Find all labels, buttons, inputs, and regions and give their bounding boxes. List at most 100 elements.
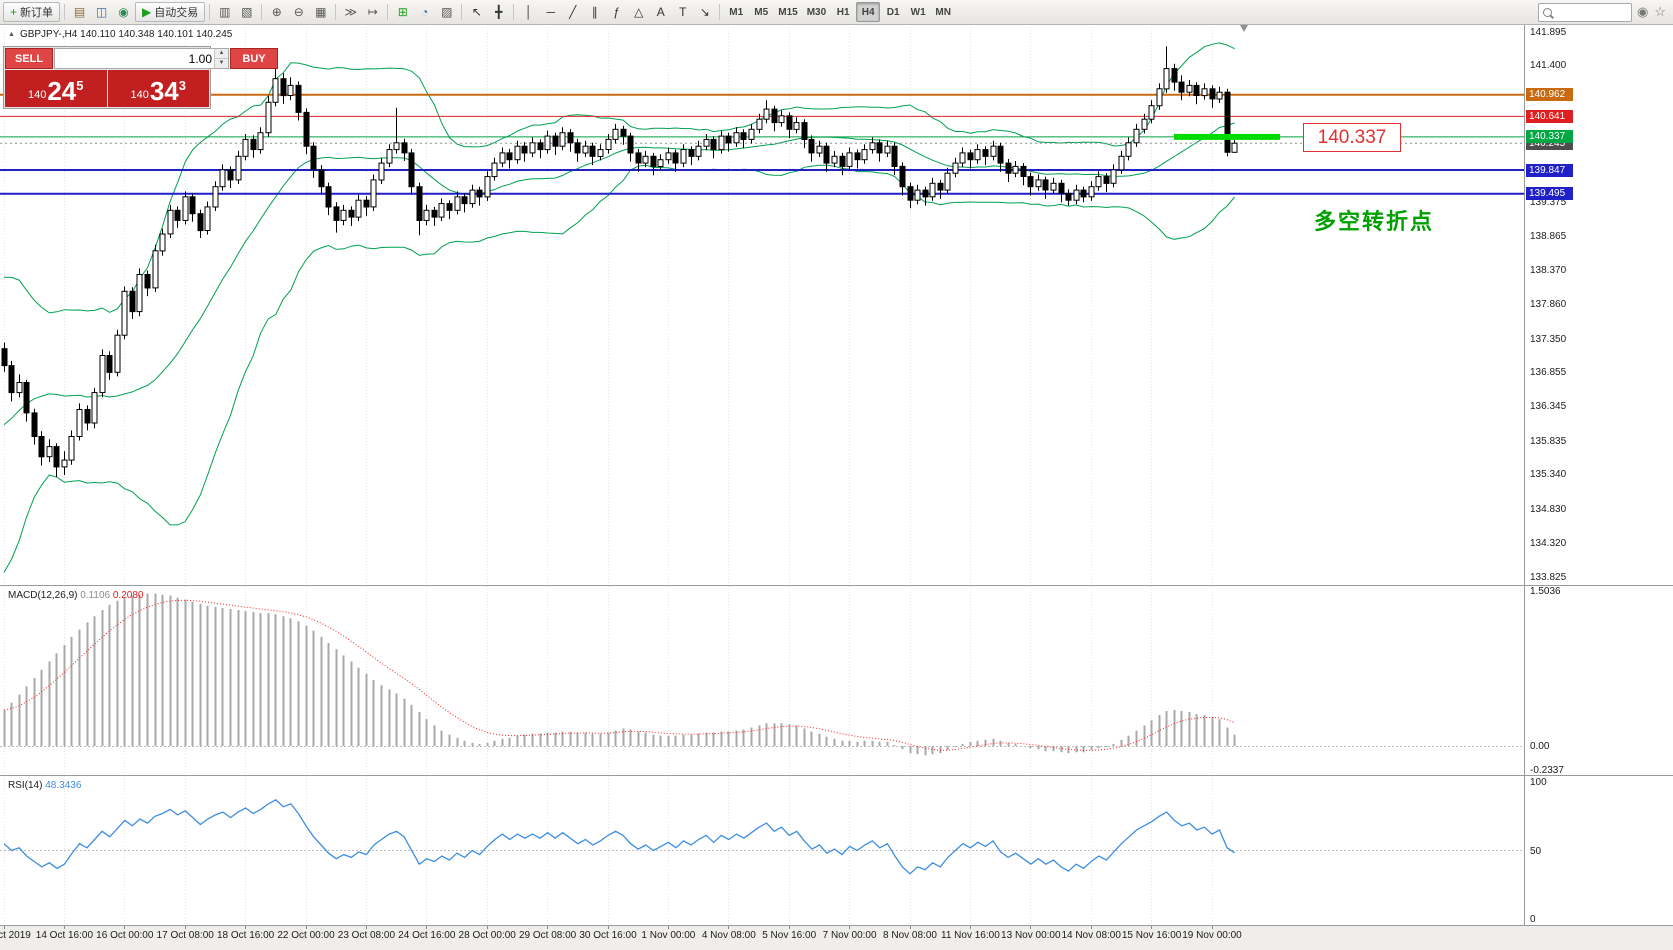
time-label: 16 Oct 00:00	[96, 930, 154, 941]
toolbar-search-box[interactable]	[1538, 2, 1632, 22]
new-chart-icon: ▤	[73, 5, 86, 19]
cursor-button[interactable]: ↖	[466, 2, 487, 22]
refresh-button[interactable]: ◉	[113, 2, 134, 22]
volume-input[interactable]	[55, 49, 214, 68]
volume-down-icon[interactable]: ▼	[215, 59, 228, 68]
timeframe-button-w1[interactable]: W1	[906, 2, 930, 22]
time-tick	[608, 926, 609, 929]
timeframe-button-h4[interactable]: H4	[856, 2, 881, 22]
timeframe-button-m30[interactable]: M30	[803, 2, 830, 22]
one-click-collapse-icon[interactable]: ▲	[8, 31, 15, 38]
vertical-line-button[interactable]: │	[518, 2, 539, 22]
data-window-icon: ▧	[241, 5, 253, 19]
channel-button[interactable]: ∥	[584, 2, 605, 22]
time-label: 4 Nov 08:00	[701, 930, 756, 941]
pane-splitter-macd[interactable]	[0, 585, 1673, 586]
text-label-button[interactable]: T	[672, 2, 693, 22]
buy-price-box[interactable]: 140 34 3	[107, 70, 209, 107]
price-level-callout[interactable]: 140.337	[1303, 123, 1401, 152]
zoom-out-button[interactable]: ⊖	[288, 2, 309, 22]
templates-button[interactable]: ▨	[436, 2, 457, 22]
macd-chart-canvas[interactable]	[0, 586, 1524, 775]
symbol-ohlc-text: GBPJPY-,H4 140.110 140.348 140.101 140.2…	[19, 29, 233, 40]
cursor-icon: ↖	[471, 5, 482, 19]
buy-price-main: 34	[149, 76, 179, 106]
zoom-out-icon: ⊖	[293, 5, 304, 19]
text-button[interactable]: A	[650, 2, 671, 22]
toolbar-right-icons: ◉ ☆	[1637, 4, 1666, 20]
time-label: 8 Nov 08:00	[883, 930, 937, 941]
zoom-in-button[interactable]: ⊕	[266, 2, 287, 22]
timeframe-button-m1[interactable]: M1	[724, 2, 748, 22]
crosshair-button[interactable]: ╋	[488, 2, 509, 22]
timeframe-button-m5[interactable]: M5	[749, 2, 773, 22]
favorites-icon[interactable]: ☆	[1654, 4, 1666, 19]
price-badge: 140.641	[1526, 109, 1573, 123]
time-tick	[547, 926, 548, 929]
timeframe-button-mn[interactable]: MN	[931, 2, 955, 22]
new-order-button[interactable]: + 新订单	[3, 2, 61, 22]
indicators-icon: ⊞	[397, 5, 408, 19]
data-window-button[interactable]: ▧	[236, 2, 257, 22]
time-label: 30 Oct 16:00	[579, 930, 637, 941]
macd-value-main: 0.1106	[80, 590, 111, 601]
time-tick	[668, 926, 669, 929]
rsi-label-row: RSI(14) 48.3436	[8, 780, 81, 791]
indicators-button[interactable]: ⊞	[392, 2, 413, 22]
price-chart-canvas[interactable]	[0, 24, 1524, 585]
time-label: 18 Oct 16:00	[216, 930, 275, 941]
market-watch-button[interactable]: ▥	[214, 2, 235, 22]
price-tick-label: 141.895	[1530, 26, 1567, 38]
timeframe-button-m15[interactable]: M15	[774, 2, 801, 22]
price-tick-label: 134.830	[1530, 503, 1567, 515]
thick-green-level-segment[interactable]	[1174, 133, 1280, 140]
volume-up-icon[interactable]: ▲	[215, 49, 228, 59]
market-watch-icon: ▥	[219, 5, 231, 19]
toolbar-search-input[interactable]	[1555, 5, 1627, 19]
time-label: 7 Nov 00:00	[822, 930, 877, 941]
time-tick	[487, 926, 488, 929]
trendline-button[interactable]: ╱	[562, 2, 583, 22]
price-tick-label: 136.345	[1530, 401, 1567, 413]
toolbar-separator	[209, 4, 211, 20]
periods-button[interactable]: ◔	[414, 2, 435, 22]
one-click-price-row: 140 24 5 140 34 3	[5, 70, 209, 107]
volume-field: ▲ ▼	[54, 48, 229, 69]
time-label: 1 Nov 00:00	[641, 930, 696, 941]
sell-price-box[interactable]: 140 24 5	[5, 70, 107, 107]
community-icon[interactable]: ◉	[1637, 4, 1649, 19]
arrows-button[interactable]: ↘	[694, 2, 715, 22]
price-badge: 139.847	[1526, 163, 1573, 177]
macd-axis-label: 1.5036	[1530, 586, 1561, 598]
chart-shift-button[interactable]: ↦	[362, 2, 383, 22]
price-tick-label: 136.855	[1530, 367, 1567, 378]
horizontal-line-button[interactable]: ─	[540, 2, 561, 22]
timeframe-button-h1[interactable]: H1	[831, 2, 855, 22]
sell-button[interactable]: SELL	[5, 48, 53, 69]
chart-ohlc-header: ▲ GBPJPY-,H4 140.110 140.348 140.101 140…	[8, 29, 232, 40]
arrow-icon: ↘	[699, 5, 710, 19]
buy-button[interactable]: BUY	[230, 48, 278, 69]
volume-stepper: ▲ ▼	[214, 49, 228, 68]
chart-shift-marker[interactable]	[1240, 25, 1248, 32]
pane-splitter-rsi[interactable]	[0, 775, 1673, 776]
new-order-button-label: 新订单	[20, 7, 54, 19]
autotrading-button-label: 自动交易	[154, 7, 199, 19]
profiles-button[interactable]: ◫	[91, 2, 112, 22]
macd-pane	[0, 586, 1524, 775]
time-tick	[366, 926, 367, 929]
tile-windows-button[interactable]: ▦	[310, 2, 331, 22]
price-axis[interactable]: 141.895 141.400 139.375 138.865 138.370 137.8…	[1524, 24, 1673, 925]
templates-icon: ▨	[441, 5, 453, 19]
turning-point-annotation[interactable]: 多空转折点	[1314, 209, 1435, 234]
timeframe-button-d1[interactable]: D1	[881, 2, 905, 22]
fibonacci-button[interactable]: ƒ	[606, 2, 627, 22]
rsi-chart-canvas[interactable]	[0, 776, 1524, 925]
auto-scroll-button[interactable]: ≫	[340, 2, 361, 22]
main-chart-pane	[0, 24, 1524, 585]
autotrading-button[interactable]: ▶ 自动交易	[135, 2, 206, 22]
channel-icon: ∥	[591, 5, 598, 19]
shapes-button[interactable]: △	[628, 2, 649, 22]
new-chart-button[interactable]: ▤	[69, 2, 90, 22]
